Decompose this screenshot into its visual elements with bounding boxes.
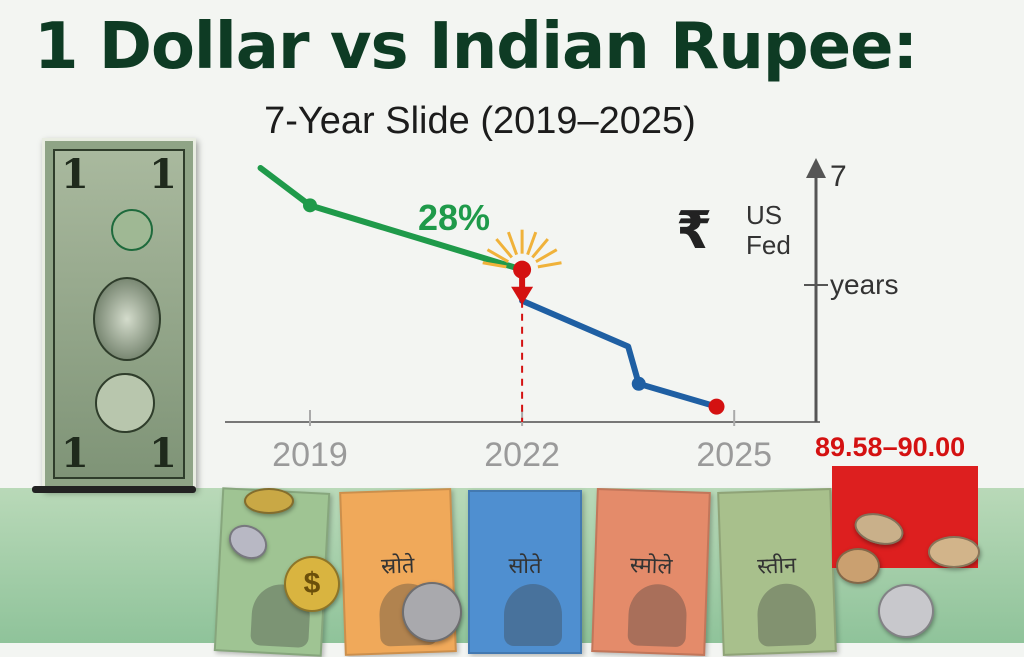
note-portrait bbox=[504, 584, 562, 646]
bill-federal-seal bbox=[95, 373, 155, 433]
coin-rupee-silver bbox=[878, 584, 934, 638]
value-callout: 89.58–90.00 bbox=[815, 432, 966, 462]
bill-denomination-top-left: 1 bbox=[61, 151, 89, 198]
rupee-line-chart: 2019 2022 2025 7 years ₹ US Fed 28% bbox=[225, 158, 898, 474]
right-axis-arrow-icon bbox=[806, 158, 826, 178]
chart-title: 1 Dollar vs Indian Rupee: bbox=[34, 10, 918, 84]
end-marker-point bbox=[708, 398, 725, 415]
dollar-bill-illustration: 1 1 1 1 bbox=[42, 138, 196, 490]
burst-ray bbox=[535, 248, 558, 263]
fed-label-line2: Fed bbox=[746, 230, 791, 260]
burst-ray bbox=[526, 231, 538, 256]
burst-ray bbox=[482, 261, 507, 269]
bill-denomination-bottom-left: 1 bbox=[61, 430, 89, 477]
drop-arrow-icon bbox=[511, 286, 534, 305]
burst-ray bbox=[486, 248, 509, 263]
rupee-symbol-icon: ₹ bbox=[676, 201, 712, 261]
burst-ray bbox=[507, 231, 519, 256]
drop-marker-point bbox=[513, 260, 532, 279]
burst-ray bbox=[537, 261, 562, 269]
bill-treasury-seal bbox=[111, 209, 153, 251]
series-line-after-drop bbox=[519, 297, 720, 410]
series-point-2019 bbox=[303, 198, 317, 213]
note-script: सोते bbox=[508, 553, 542, 578]
chart-subtitle: 7-Year Slide (2019–2025) bbox=[264, 100, 696, 142]
right-axis-top-label: 7 bbox=[830, 160, 847, 193]
bill-portrait bbox=[93, 277, 161, 361]
fed-label-line1: US bbox=[746, 200, 782, 230]
coin-gold-top bbox=[244, 488, 294, 514]
coin-silver-large bbox=[402, 582, 462, 642]
x-tick-label-2019: 2019 bbox=[272, 436, 348, 474]
percent-change-label: 28% bbox=[418, 197, 490, 238]
coin-bronze-3 bbox=[928, 536, 980, 568]
coin-bronze-2 bbox=[836, 548, 880, 584]
bill-stand bbox=[32, 486, 196, 493]
bill-denomination-top-right: 1 bbox=[149, 151, 177, 198]
dollar-coin-icon: $ bbox=[284, 556, 340, 612]
x-tick-label-2025: 2025 bbox=[696, 436, 772, 474]
burst-icon bbox=[482, 229, 562, 269]
burst-ray bbox=[531, 238, 549, 259]
burst-ray bbox=[495, 238, 513, 259]
x-tick-label-2022: 2022 bbox=[484, 436, 560, 474]
series-point-bend bbox=[631, 376, 646, 391]
right-axis-mid-label: years bbox=[830, 269, 898, 300]
bill-denomination-bottom-right: 1 bbox=[149, 430, 177, 477]
